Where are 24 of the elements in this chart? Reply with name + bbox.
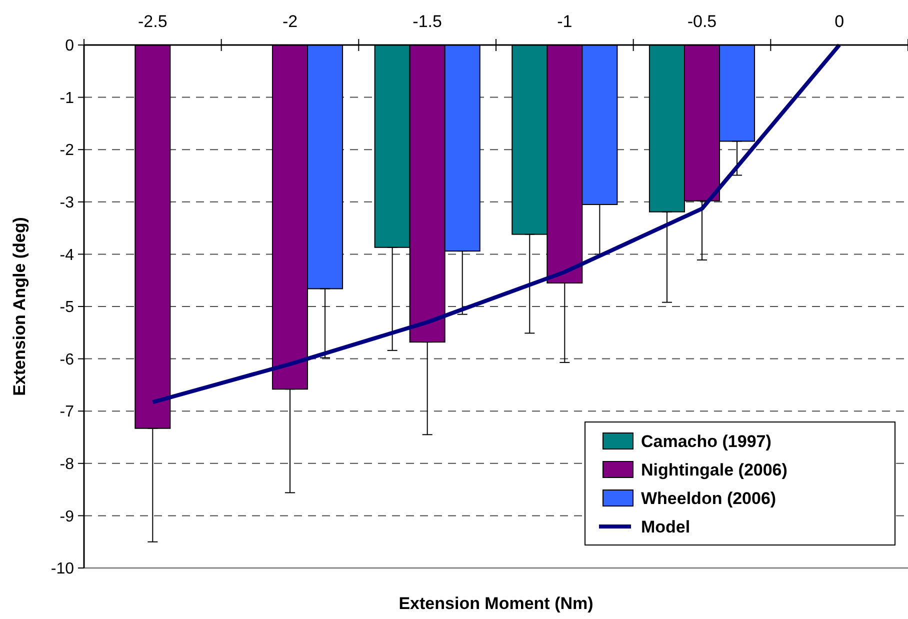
y-tick-label: -9: [60, 508, 74, 526]
y-tick-label: -6: [60, 351, 74, 368]
legend-label: Wheeldon (2006): [641, 488, 776, 508]
y-tick-label: 0: [65, 38, 74, 55]
y-tick-label: -1: [60, 90, 74, 107]
y-tick-label: -2: [60, 142, 74, 160]
x-tick-label: -2.5: [138, 12, 168, 31]
legend-label: Model: [641, 517, 690, 536]
y-tick-label: -3: [60, 194, 74, 212]
x-tick-label: -1: [557, 12, 572, 31]
legend-label: Nightingale (2006): [641, 460, 788, 480]
y-tick-label: -7: [60, 404, 74, 421]
y-tick-label: -10: [50, 560, 74, 578]
x-tick-label: -1.5: [412, 12, 442, 31]
y-axis-title: Extension Angle (deg): [10, 217, 29, 396]
y-tick-label: -5: [60, 299, 74, 316]
x-tick-label: -2: [282, 12, 298, 31]
x-tick-label: -0.5: [687, 12, 717, 31]
line-series: [150, 43, 842, 404]
y-tick-label: -8: [60, 456, 74, 473]
legend-label: Camacho (1997): [641, 432, 772, 451]
y-tick-label: -4: [60, 246, 74, 264]
x-tick-label: 0: [834, 12, 844, 31]
x-axis-title: Extension Moment (Nm): [398, 594, 594, 613]
